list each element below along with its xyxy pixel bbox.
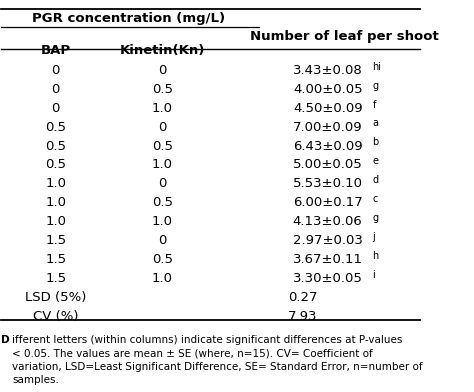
Text: 0.5: 0.5 xyxy=(152,140,173,152)
Text: 5.00±0.05: 5.00±0.05 xyxy=(293,158,363,171)
Text: 4.50±0.09: 4.50±0.09 xyxy=(293,102,363,115)
Text: 7.93: 7.93 xyxy=(288,310,318,323)
Text: e: e xyxy=(373,156,379,166)
Text: 0: 0 xyxy=(158,234,167,247)
Text: LSD (5%): LSD (5%) xyxy=(25,291,86,304)
Text: 1.0: 1.0 xyxy=(152,215,173,228)
Text: 1.0: 1.0 xyxy=(46,215,66,228)
Text: 1.0: 1.0 xyxy=(46,177,66,191)
Text: 1.5: 1.5 xyxy=(45,272,66,285)
Text: h: h xyxy=(373,251,379,261)
Text: g: g xyxy=(373,81,379,91)
Text: BAP: BAP xyxy=(41,44,71,57)
Text: 0.5: 0.5 xyxy=(46,158,66,171)
Text: 0.5: 0.5 xyxy=(46,140,66,152)
Text: 0.5: 0.5 xyxy=(152,83,173,96)
Text: CV (%): CV (%) xyxy=(33,310,79,323)
Text: 2.97±0.03: 2.97±0.03 xyxy=(293,234,363,247)
Text: 3.67±0.11: 3.67±0.11 xyxy=(293,253,363,266)
Text: 1.5: 1.5 xyxy=(45,253,66,266)
Text: ifferent letters (within columns) indicate significant differences at P-values
<: ifferent letters (within columns) indica… xyxy=(12,335,423,385)
Text: f: f xyxy=(373,100,376,109)
Text: Kinetin(Kn): Kinetin(Kn) xyxy=(120,44,205,57)
Text: 0: 0 xyxy=(52,64,60,77)
Text: hi: hi xyxy=(373,62,382,72)
Text: 0: 0 xyxy=(158,121,167,134)
Text: 0: 0 xyxy=(52,83,60,96)
Text: 6.00±0.17: 6.00±0.17 xyxy=(293,196,363,209)
Text: d: d xyxy=(373,175,379,185)
Text: 3.43±0.08: 3.43±0.08 xyxy=(293,64,363,77)
Text: 6.43±0.09: 6.43±0.09 xyxy=(293,140,363,152)
Text: b: b xyxy=(373,137,379,147)
Text: 1.0: 1.0 xyxy=(152,272,173,285)
Text: 1.0: 1.0 xyxy=(152,102,173,115)
Text: Number of leaf per shoot: Number of leaf per shoot xyxy=(250,30,439,43)
Text: 0.27: 0.27 xyxy=(288,291,318,304)
Text: 0: 0 xyxy=(158,177,167,191)
Text: 4.00±0.05: 4.00±0.05 xyxy=(293,83,363,96)
Text: j: j xyxy=(373,232,375,242)
Text: 1.5: 1.5 xyxy=(45,234,66,247)
Text: 0.5: 0.5 xyxy=(46,121,66,134)
Text: 3.30±0.05: 3.30±0.05 xyxy=(293,272,363,285)
Text: 0: 0 xyxy=(158,64,167,77)
Text: 0: 0 xyxy=(52,102,60,115)
Text: i: i xyxy=(373,270,375,280)
Text: 0.5: 0.5 xyxy=(152,196,173,209)
Text: 7.00±0.09: 7.00±0.09 xyxy=(293,121,363,134)
Text: 5.53±0.10: 5.53±0.10 xyxy=(293,177,363,191)
Text: PGR concentration (mg/L): PGR concentration (mg/L) xyxy=(32,12,226,25)
Text: 4.13±0.06: 4.13±0.06 xyxy=(293,215,363,228)
Text: a: a xyxy=(373,118,379,129)
Text: 0.5: 0.5 xyxy=(152,253,173,266)
Text: g: g xyxy=(373,213,379,223)
Text: c: c xyxy=(373,194,378,204)
Text: 1.0: 1.0 xyxy=(152,158,173,171)
Text: 1.0: 1.0 xyxy=(46,196,66,209)
Text: D: D xyxy=(1,335,10,345)
